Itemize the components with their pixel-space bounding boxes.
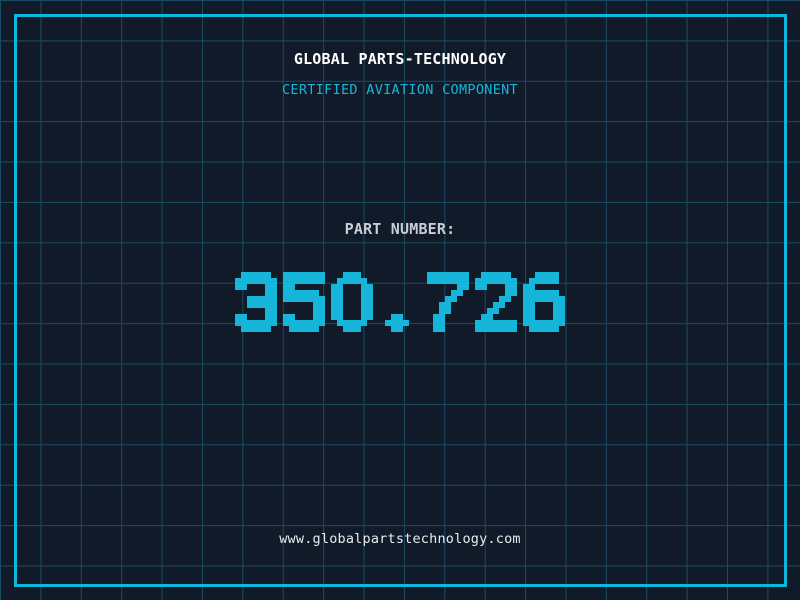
company-title: GLOBAL PARTS-TECHNOLOGY (293, 50, 507, 68)
digit-glyph-dot (379, 272, 421, 332)
digit-glyph-2 (475, 272, 517, 332)
digit-glyph-7 (427, 272, 469, 332)
part-number-display (0, 272, 800, 332)
digit-glyph-5 (283, 272, 325, 332)
certification-subtitle: CERTIFIED AVIATION COMPONENT (282, 82, 518, 98)
part-number-label: PART NUMBER: (344, 220, 456, 238)
border-frame (14, 14, 787, 587)
digit-glyph-0 (331, 272, 373, 332)
website-url: www.globalpartstechnology.com (279, 531, 521, 547)
digit-glyph-6 (523, 272, 565, 332)
digit-glyph-3 (235, 272, 277, 332)
